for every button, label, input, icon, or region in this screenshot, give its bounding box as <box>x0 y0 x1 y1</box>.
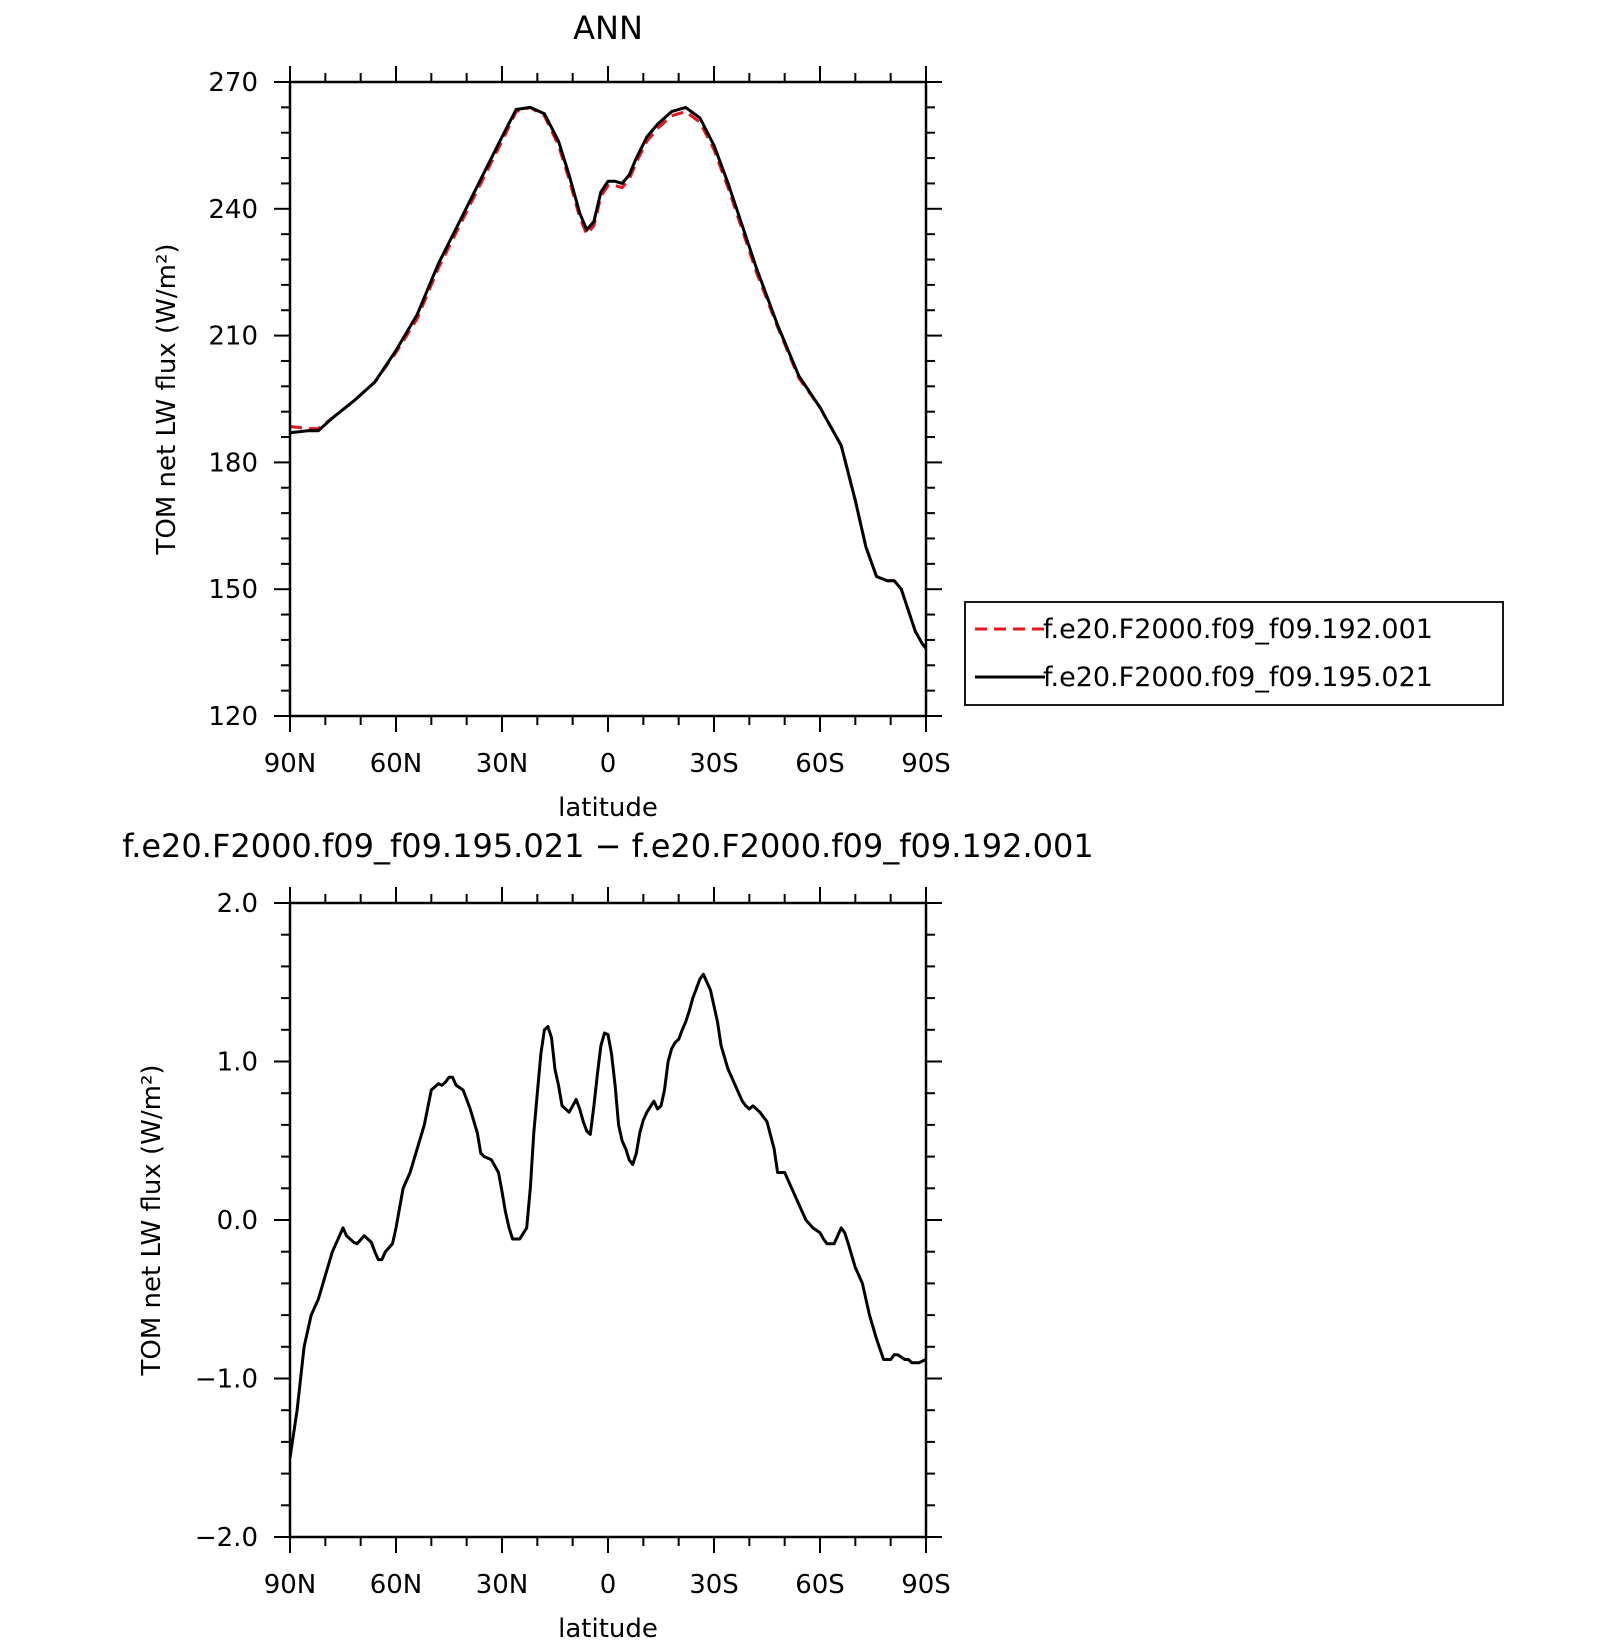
top-x-tick-label: 60N <box>370 749 423 779</box>
bottom-y-axis-label: TOM net LW flux (W/m²) <box>137 1064 167 1376</box>
bottom-x-tick-label: 60N <box>370 1570 423 1600</box>
top-y-tick-label: 240 <box>208 195 258 225</box>
top-y-tick-label: 210 <box>208 322 258 352</box>
top-series-line-0 <box>290 105 926 650</box>
top-x-tick-label: 90S <box>901 749 951 779</box>
top-x-tick-label: 90N <box>264 749 317 779</box>
top-x-tick-label: 30N <box>476 749 529 779</box>
top-series-group <box>290 105 926 650</box>
bottom-x-tick-label: 0 <box>600 1570 617 1600</box>
top-y-tick-label: 150 <box>208 575 258 605</box>
bottom-x-tick-label: 30S <box>689 1570 739 1600</box>
bottom-panel: f.e20.F2000.f09_f09.195.021 − f.e20.F200… <box>122 827 1094 1641</box>
bottom-x-axis-label: latitude <box>558 1614 658 1641</box>
bottom-axes-ticks <box>274 887 942 1553</box>
bottom-y-tick-label: 1.0 <box>217 1048 258 1078</box>
bottom-tick-labels: 90N 60N 30N 0 30S 60S 90S −2.0 −1.0 0.0 1.0 2.0 <box>195 889 951 1600</box>
top-y-tick-label: 270 <box>208 68 258 98</box>
bottom-y-tick-label: 2.0 <box>217 889 258 919</box>
top-panel: ANN 90N 60N 30N 0 30S 60S 90S 120 150 180 210 240 27… <box>152 9 1504 823</box>
bottom-x-tick-label: 60S <box>795 1570 845 1600</box>
legend-box <box>964 601 1504 706</box>
top-tick-labels: 90N 60N 30N 0 30S 60S 90S 120 150 180 210 240 270 <box>208 68 950 779</box>
top-x-tick-label: 60S <box>795 749 845 779</box>
top-x-tick-label: 30S <box>689 749 739 779</box>
bottom-x-tick-label: 30N <box>476 1570 529 1600</box>
top-axes-ticks <box>274 66 942 732</box>
bottom-y-tick-label: −2.0 <box>195 1523 258 1553</box>
legend: f.e20.F2000.f09_f09.192.001 f.e20.F2000.… <box>964 601 1504 706</box>
top-x-axis-label: latitude <box>558 793 658 823</box>
legend-label-series-192: f.e20.F2000.f09_f09.192.001 <box>1043 614 1433 645</box>
top-x-tick-label: 0 <box>600 749 617 779</box>
legend-label-series-195: f.e20.F2000.f09_f09.195.021 <box>1043 662 1433 693</box>
bottom-plot-frame <box>288 901 928 1539</box>
bottom-x-tick-label: 90S <box>901 1570 951 1600</box>
bottom-x-tick-label: 90N <box>264 1570 317 1600</box>
bottom-y-tick-label: 0.0 <box>217 1206 258 1236</box>
top-y-tick-label: 120 <box>208 702 258 732</box>
bottom-chart-title: f.e20.F2000.f09_f09.195.021 − f.e20.F200… <box>122 827 1094 865</box>
top-chart-title: ANN <box>573 9 643 47</box>
top-y-tick-label: 180 <box>208 448 258 478</box>
top-y-axis-label: TOM net LW flux (W/m²) <box>152 243 182 555</box>
bottom-series-group <box>290 972 926 1460</box>
top-plot-frame <box>288 80 928 718</box>
bottom-y-tick-label: −1.0 <box>195 1365 258 1395</box>
bottom-series-line-0 <box>290 972 926 1460</box>
top-series-line-1 <box>290 105 926 650</box>
